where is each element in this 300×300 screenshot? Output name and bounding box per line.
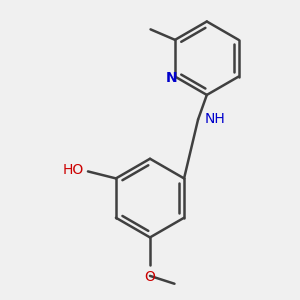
Text: HO: HO bbox=[62, 163, 84, 177]
Text: N: N bbox=[166, 71, 177, 85]
Text: O: O bbox=[145, 270, 155, 284]
Text: NH: NH bbox=[205, 112, 226, 126]
